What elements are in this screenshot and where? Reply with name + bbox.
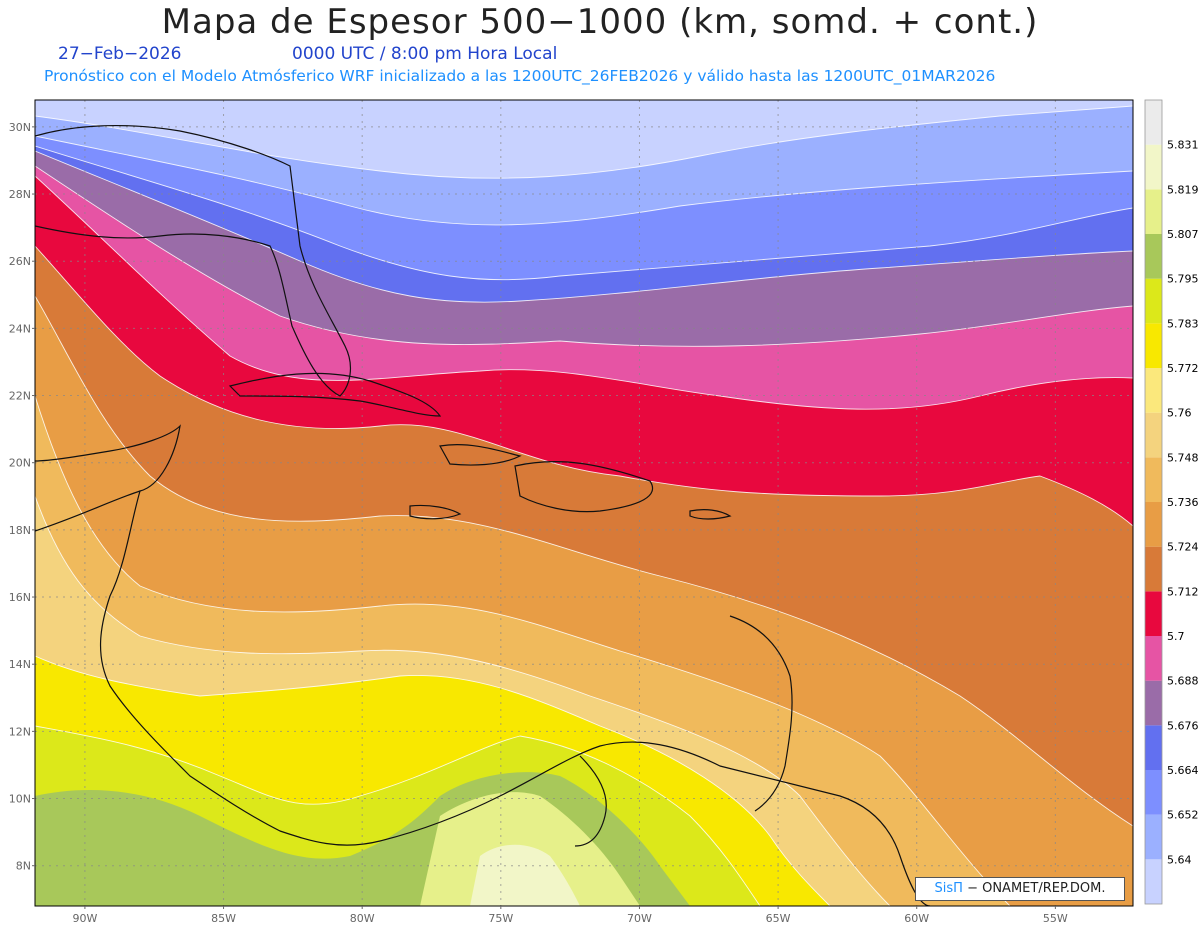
colorbar-label: 5.64 xyxy=(1167,853,1192,866)
lon-label: 90W xyxy=(72,912,97,925)
colorbar-swatch xyxy=(1145,636,1162,681)
credit-brand: SisΠ xyxy=(934,881,963,896)
colorbar-swatch xyxy=(1145,725,1162,770)
colorbar-frame xyxy=(1144,99,1163,905)
latitude-labels: 30N 28N 26N 24N 22N 20N 18N 16N 14N 12N 10N 8N xyxy=(9,121,35,873)
forecast-description: Pronóstico con el Modelo Atmósferico WRF… xyxy=(44,67,996,85)
lon-label: 60W xyxy=(904,912,929,925)
colorbar-label: 5.819 xyxy=(1167,183,1199,196)
colorbar-label: 5.772 xyxy=(1167,362,1199,375)
colorbar-swatch xyxy=(1145,100,1162,145)
colorbar-label: 5.831 xyxy=(1167,139,1199,152)
colorbar-swatch xyxy=(1145,591,1162,636)
colorbar-label: 5.712 xyxy=(1167,585,1199,598)
colorbar-swatch xyxy=(1145,770,1162,815)
colorbar-swatch xyxy=(1145,680,1162,726)
lat-label: 20N xyxy=(9,457,31,470)
lon-label: 70W xyxy=(627,912,652,925)
colorbar-labels: 5.64 5.652 5.664 5.676 5.688 5.7 5.712 5.724 5.7… xyxy=(1167,139,1199,867)
colorbar-swatch xyxy=(1145,234,1162,279)
colorbar-label: 5.76 xyxy=(1167,407,1192,420)
lat-label: 16N xyxy=(9,591,31,604)
lon-label: 65W xyxy=(766,912,791,925)
lon-label: 55W xyxy=(1043,912,1068,925)
colorbar-label: 5.795 xyxy=(1167,273,1199,286)
colorbar-swatch xyxy=(1145,144,1162,190)
forecast-date: 27−Feb−2026 xyxy=(58,44,182,64)
lat-label: 10N xyxy=(9,793,31,806)
lat-label: 22N xyxy=(9,390,31,403)
forecast-time: 0000 UTC / 8:00 pm Hora Local xyxy=(292,44,558,64)
colorbar-swatch xyxy=(1145,323,1162,368)
colorbar-label: 5.736 xyxy=(1167,496,1199,509)
colorbar-label: 5.783 xyxy=(1167,317,1199,330)
map-field xyxy=(35,100,1133,906)
contour-lines xyxy=(35,105,1133,906)
lat-label: 24N xyxy=(9,322,31,335)
lon-label: 75W xyxy=(488,912,513,925)
coastlines xyxy=(35,124,931,906)
colorbar-label: 5.748 xyxy=(1167,451,1199,464)
colorbar-swatch xyxy=(1145,859,1162,904)
colorbar-swatch xyxy=(1145,457,1162,502)
lat-label: 8N xyxy=(16,860,31,873)
colorbar-swatch xyxy=(1145,546,1162,592)
colorbar-label: 5.688 xyxy=(1167,675,1199,688)
colorbar-swatch xyxy=(1145,189,1162,234)
colorbar xyxy=(1144,99,1163,905)
colorbar-swatch xyxy=(1145,502,1162,547)
map-title: Mapa de Espesor 500−1000 (km, somd. + co… xyxy=(161,2,1039,42)
lat-label: 18N xyxy=(9,524,31,537)
colorbar-swatch xyxy=(1145,412,1162,458)
colorbar-label: 5.807 xyxy=(1167,228,1199,241)
credit-text: − ONAMET/REP.DOM. xyxy=(962,881,1106,896)
lat-label: 26N xyxy=(9,255,31,268)
colorbar-swatch xyxy=(1145,278,1162,324)
lat-label: 14N xyxy=(9,658,31,671)
colorbar-label: 5.652 xyxy=(1167,809,1199,822)
colorbar-label: 5.664 xyxy=(1167,764,1199,777)
lat-label: 12N xyxy=(9,725,31,738)
graticule xyxy=(35,100,1133,906)
map-frame xyxy=(34,99,1134,907)
lat-label: 28N xyxy=(9,188,31,201)
lat-label: 30N xyxy=(9,121,31,134)
longitude-labels: 90W 85W 80W 75W 70W 65W 60W 55W xyxy=(72,906,1068,925)
colorbar-swatch xyxy=(1145,368,1162,413)
credit-box: SisΠ − ONAMET/REP.DOM. xyxy=(915,877,1125,901)
lon-label: 85W xyxy=(211,912,236,925)
colorbar-label: 5.7 xyxy=(1167,630,1185,643)
thickness-map: 30N 28N 26N 24N 22N 20N 18N 16N 14N 12N 10N 8N 90W 8… xyxy=(9,99,1199,925)
lon-label: 80W xyxy=(350,912,375,925)
colorbar-swatch xyxy=(1145,814,1162,860)
colorbar-label: 5.724 xyxy=(1167,541,1199,554)
colorbar-label: 5.676 xyxy=(1167,719,1199,732)
